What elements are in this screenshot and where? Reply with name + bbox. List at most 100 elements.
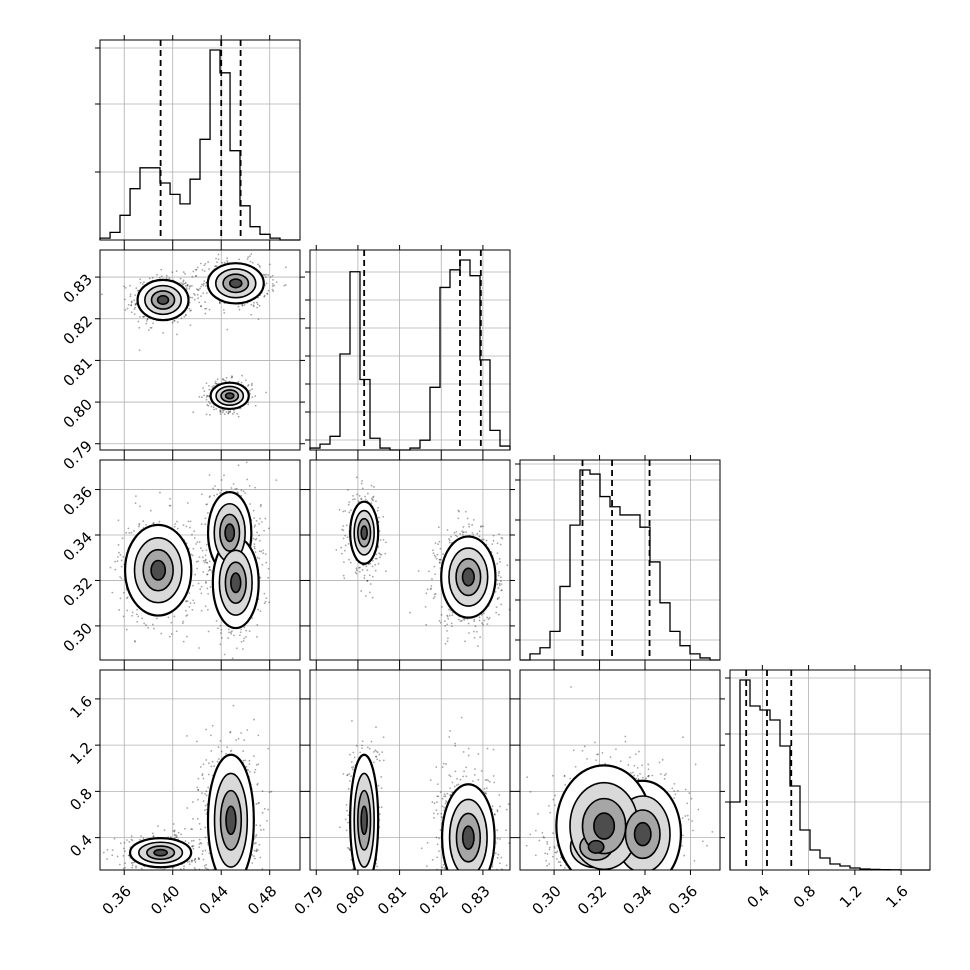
sample-point [365, 565, 368, 568]
sample-point [231, 375, 233, 378]
sample-point [369, 562, 372, 565]
sample-point [139, 278, 142, 281]
sample-point [205, 396, 208, 398]
sample-point [498, 582, 501, 585]
sample-point [142, 837, 145, 839]
sample-point [130, 311, 133, 314]
sample-point [193, 602, 196, 605]
sample-point [239, 631, 242, 634]
sample-point [258, 557, 261, 560]
sample-point [192, 844, 195, 847]
sample-point [374, 563, 377, 566]
sample-point [249, 389, 251, 392]
sample-point [196, 266, 199, 269]
sample-point [446, 623, 449, 626]
sample-point [114, 568, 117, 571]
sample-point [206, 292, 208, 294]
sample-point [128, 531, 131, 534]
sample-point [230, 376, 233, 379]
sample-point [186, 635, 188, 638]
sample-point [258, 523, 260, 525]
sample-point [189, 324, 192, 327]
sample-point [364, 498, 367, 501]
sample-point [268, 601, 271, 604]
sample-point [350, 509, 352, 512]
sample-point [437, 526, 440, 529]
sample-point [197, 858, 200, 861]
joint-panel: 0.300.320.340.36 [60, 455, 305, 665]
sample-point [384, 570, 387, 573]
sample-point [191, 533, 193, 536]
sample-point [160, 632, 163, 635]
sample-point [118, 609, 121, 611]
sample-point [197, 560, 200, 563]
sample-point [496, 583, 499, 586]
sample-point [181, 622, 184, 625]
sample-point [446, 529, 449, 531]
sample-point [198, 846, 201, 849]
sample-point [382, 515, 385, 518]
sample-point [438, 619, 441, 622]
sample-point [199, 588, 202, 591]
sample-point [272, 290, 275, 292]
sample-point [235, 487, 238, 490]
sample-point [189, 526, 191, 529]
sample-point [379, 553, 382, 556]
sample-point [196, 288, 198, 290]
sample-point [479, 636, 482, 639]
sample-point [200, 305, 202, 308]
sample-point [196, 567, 198, 570]
sample-point [466, 517, 469, 520]
sample-point [205, 549, 208, 552]
sample-point [206, 573, 209, 576]
sample-point [126, 609, 129, 612]
sample-point [253, 545, 256, 548]
sample-point [499, 543, 502, 546]
sample-point [195, 560, 198, 563]
sample-point [283, 284, 286, 287]
sample-point [262, 552, 265, 555]
sample-point [356, 493, 358, 496]
sample-point [253, 525, 256, 528]
sample-point [253, 301, 255, 304]
sample-point [206, 394, 208, 397]
sample-point [272, 279, 274, 281]
sample-point [218, 301, 221, 304]
sample-point [180, 282, 183, 284]
sample-point [185, 599, 188, 602]
sample-point [265, 282, 268, 285]
sample-point [201, 268, 204, 271]
sample-point [437, 543, 440, 546]
sample-point [220, 637, 223, 639]
sample-point [214, 265, 216, 268]
sample-point [184, 827, 186, 830]
sample-point [338, 508, 341, 511]
sample-point [221, 378, 224, 381]
sample-point [197, 297, 199, 300]
sample-point [198, 395, 201, 398]
sample-point [500, 580, 502, 582]
sample-point [377, 562, 380, 565]
grid-lines [310, 271, 510, 441]
sample-point [120, 577, 123, 580]
sample-point [352, 498, 354, 501]
sample-point [173, 829, 176, 832]
sample-point [271, 285, 274, 287]
sample-point [220, 479, 223, 481]
sample-point [201, 549, 204, 552]
sample-point [256, 531, 258, 534]
sample-point [247, 383, 250, 386]
sample-point [257, 318, 260, 321]
sample-point [284, 284, 287, 286]
sample-point [372, 559, 374, 562]
sample-point [219, 410, 221, 413]
sample-point [472, 518, 475, 521]
sample-point [124, 309, 127, 311]
sample-point [251, 617, 254, 619]
sample-point [409, 611, 411, 614]
sample-point [138, 522, 141, 525]
sample-point [446, 614, 449, 617]
sample-point [156, 273, 158, 276]
density-contour [224, 523, 236, 543]
